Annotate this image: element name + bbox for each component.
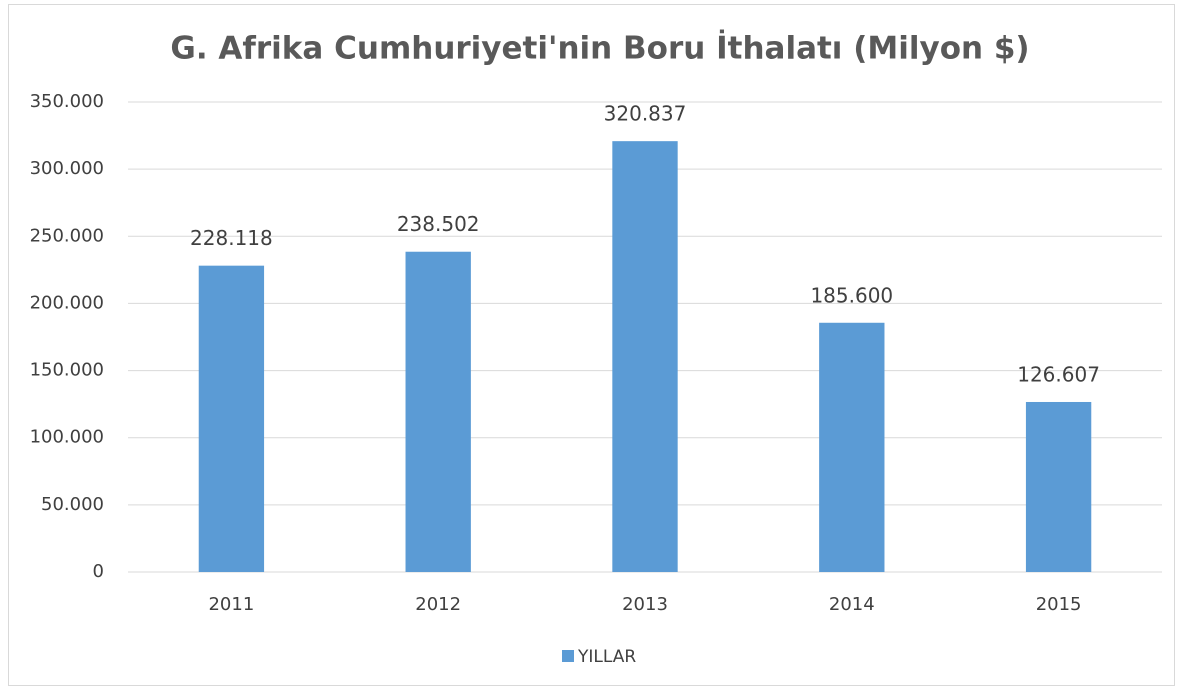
x-tick-label: 2012 xyxy=(415,594,461,615)
y-tick-label: 50.000 xyxy=(41,494,104,515)
legend-label: YILLAR xyxy=(577,647,636,667)
bar xyxy=(405,251,471,572)
data-label: 185.600 xyxy=(810,283,893,307)
y-tick-label: 250.000 xyxy=(30,225,104,246)
y-tick-label: 150.000 xyxy=(30,360,104,381)
legend-swatch xyxy=(562,650,574,662)
bar xyxy=(819,322,885,572)
y-tick-label: 100.000 xyxy=(30,427,104,448)
y-tick-label: 300.000 xyxy=(30,158,104,179)
chart-title: G. Afrika Cumhuriyeti'nin Boru İthalatı … xyxy=(170,31,1029,67)
data-label: 238.502 xyxy=(397,212,480,236)
x-tick-label: 2011 xyxy=(208,594,254,615)
x-tick-label: 2015 xyxy=(1036,594,1082,615)
bar xyxy=(1025,401,1092,572)
data-label: 320.837 xyxy=(604,102,687,126)
y-tick-label: 200.000 xyxy=(30,292,104,313)
y-tick-label: 0 xyxy=(93,561,104,582)
data-label: 126.607 xyxy=(1017,362,1100,386)
data-label: 228.118 xyxy=(190,226,273,250)
bar xyxy=(198,265,265,572)
x-tick-label: 2013 xyxy=(622,594,668,615)
y-tick-label: 350.000 xyxy=(30,91,104,112)
bar xyxy=(612,141,678,572)
x-tick-label: 2014 xyxy=(829,594,875,615)
chart-border xyxy=(8,4,1175,686)
